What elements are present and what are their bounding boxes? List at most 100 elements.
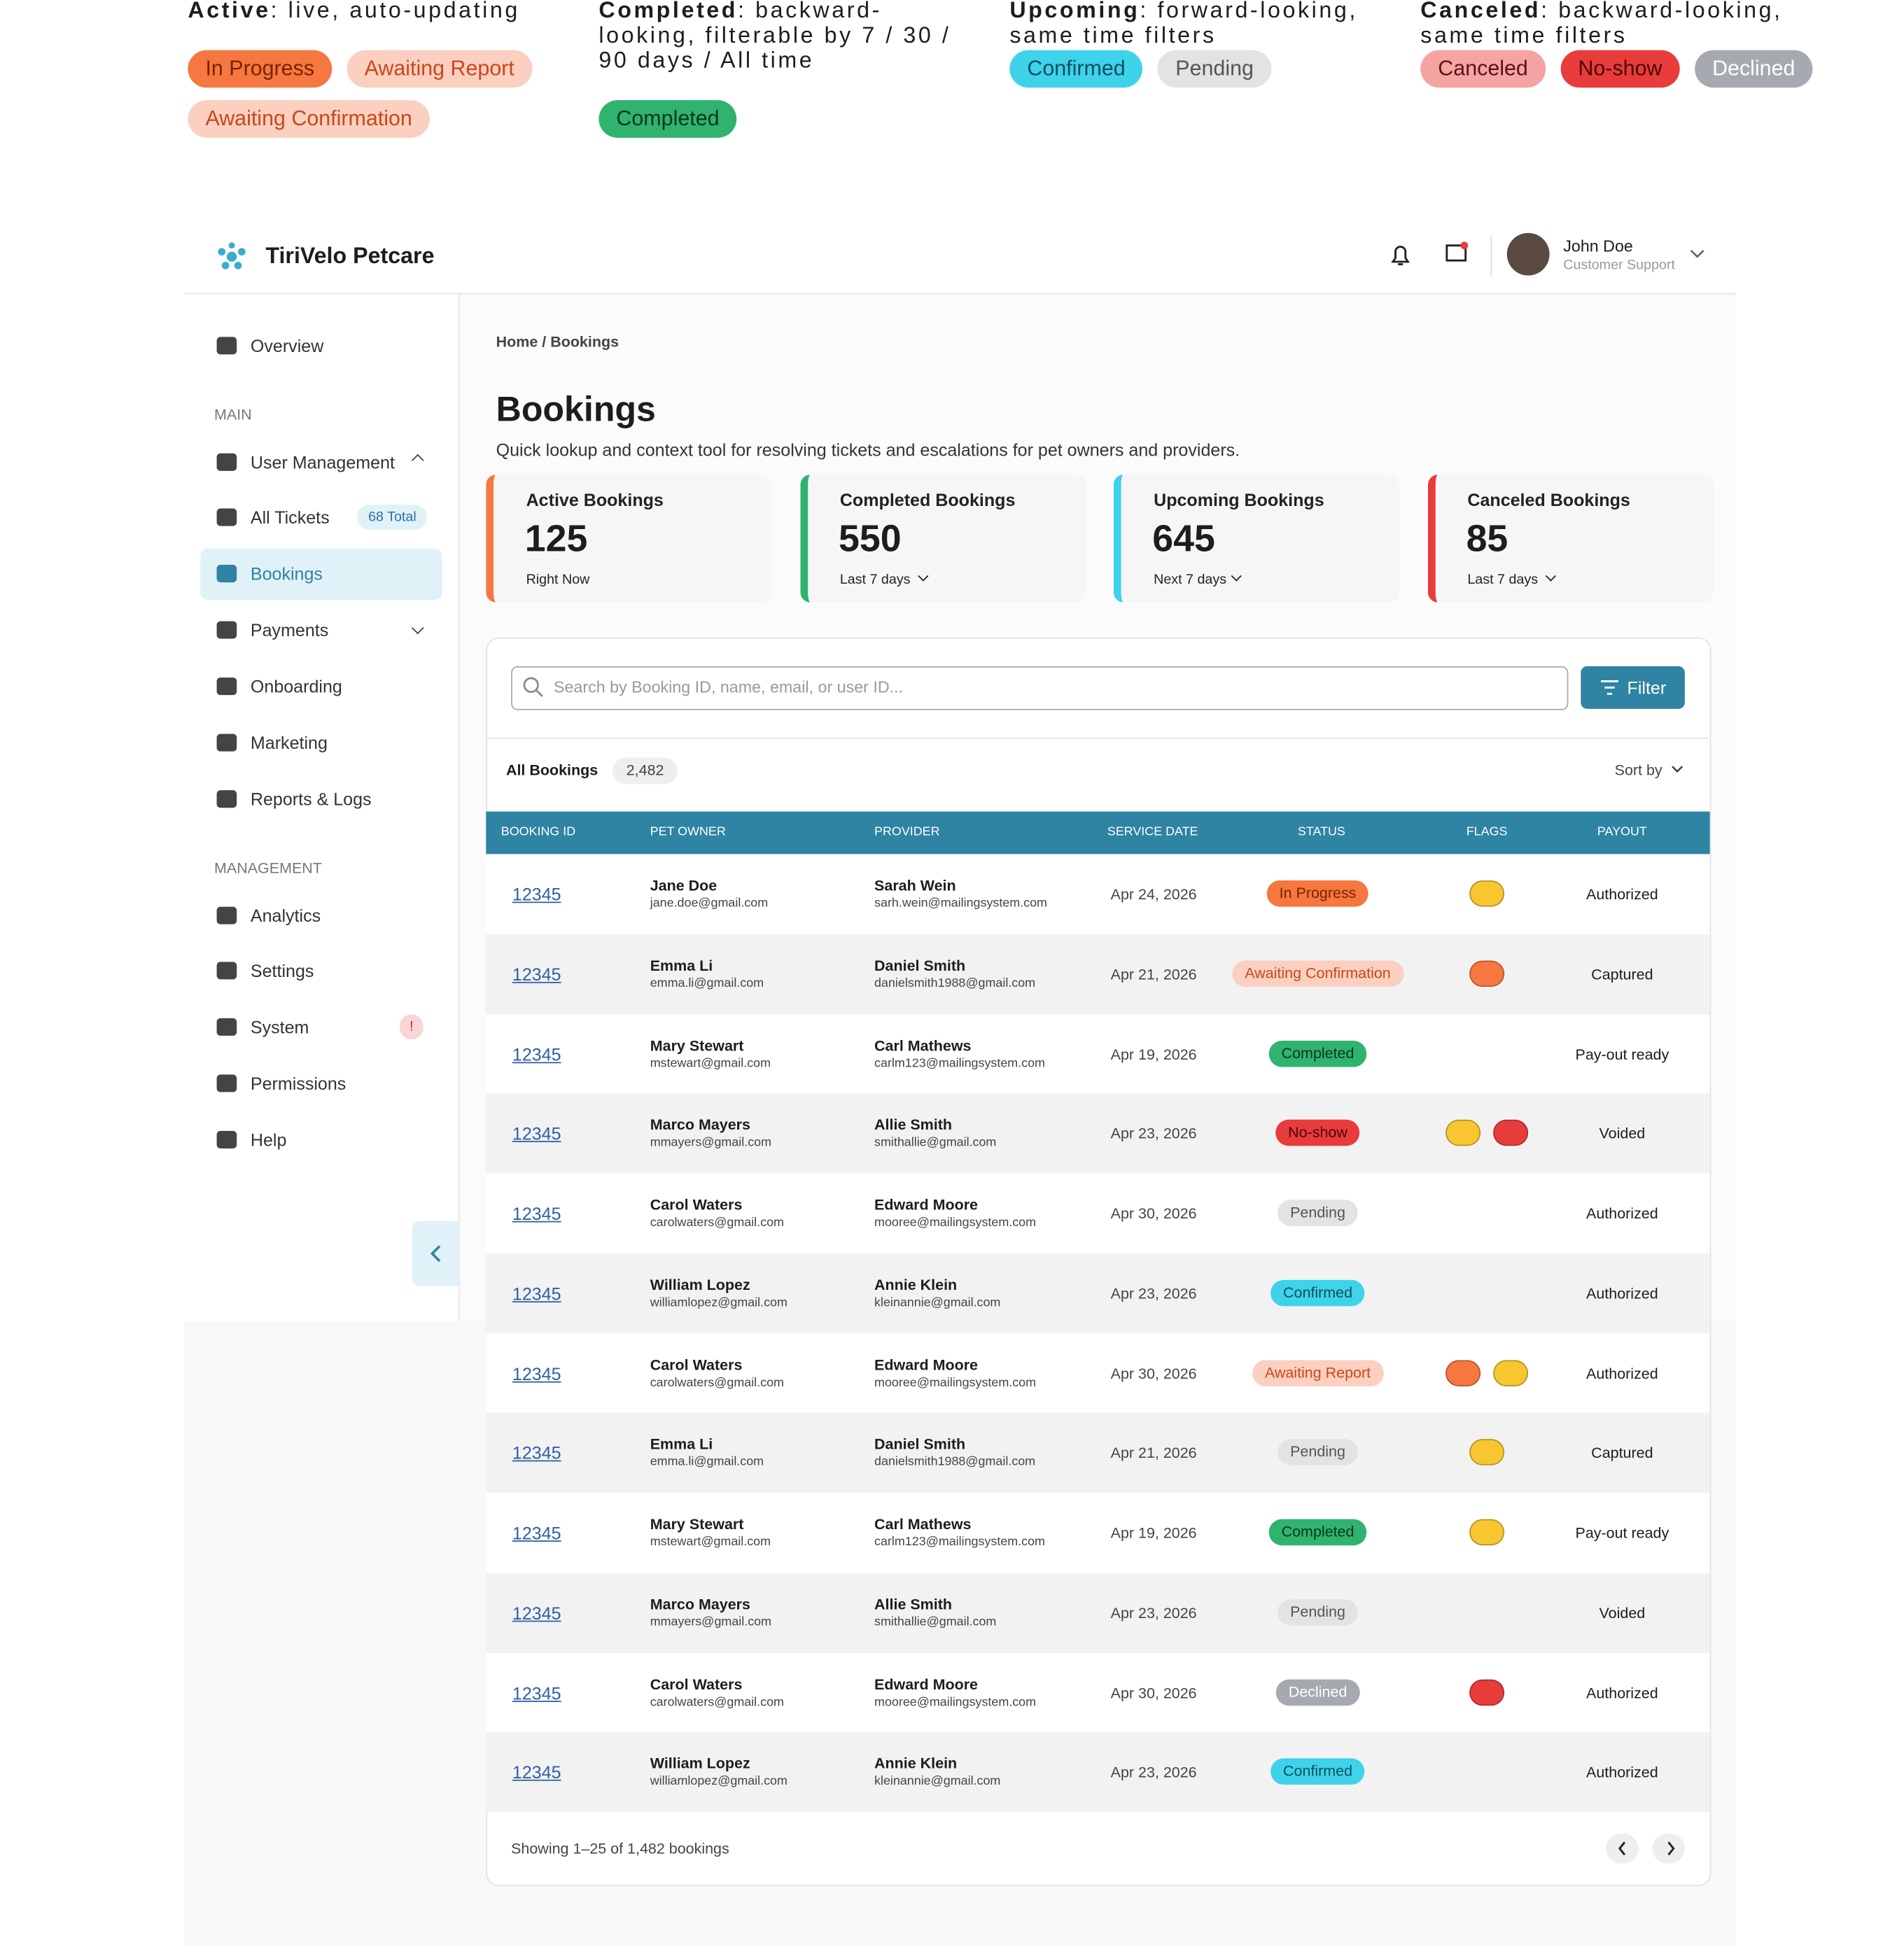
search-placeholder[interactable]: Search by Booking ID, name, email, or us… — [553, 677, 904, 696]
service-date: Apr 21, 2026 — [1110, 1444, 1197, 1462]
filter-label[interactable]: Filter — [1627, 677, 1667, 698]
stat-value: 645 — [1152, 518, 1215, 560]
provider-name: Annie Klein — [874, 1276, 958, 1294]
provider-email: kleinannie@gmail.com — [874, 1775, 1001, 1789]
sort-by[interactable]: Sort by — [1614, 761, 1662, 780]
filter-button[interactable] — [1581, 666, 1685, 709]
flag-icon — [1469, 1439, 1505, 1466]
service-date: Apr 23, 2026 — [1110, 1603, 1197, 1622]
column-header: SERVICE DATE — [1107, 825, 1198, 839]
user-role: Customer Support — [1563, 258, 1675, 274]
provider-email: smithallie@gmail.com — [874, 1615, 997, 1629]
nav-icon — [216, 508, 237, 526]
provider-email: mooree@mailingsystem.com — [874, 1695, 1037, 1709]
collapse-icon[interactable] — [428, 1244, 443, 1264]
booking-id[interactable]: 12345 — [512, 884, 561, 904]
column-header: STATUS — [1297, 825, 1345, 839]
next-page[interactable] — [1652, 1833, 1685, 1864]
nav-item: All Tickets — [250, 507, 330, 528]
payout: Captured — [1591, 965, 1653, 983]
booking-id[interactable]: 12345 — [512, 964, 561, 985]
stat-period: Next 7 days — [1154, 572, 1227, 588]
booking-id[interactable]: 12345 — [512, 1283, 561, 1304]
owner-email: carolwaters@gmail.com — [650, 1695, 784, 1709]
service-date: Apr 30, 2026 — [1110, 1683, 1197, 1701]
provider-email: smithallie@gmail.com — [874, 1136, 997, 1151]
booking-id[interactable]: 12345 — [512, 1203, 561, 1224]
provider-name: Daniel Smith — [874, 1435, 966, 1454]
nav-chevron[interactable] — [411, 621, 424, 635]
provider-name: Carl Mathews — [874, 1036, 972, 1054]
prev-page[interactable] — [1606, 1833, 1639, 1864]
header-icons[interactable] — [1388, 241, 1476, 269]
nav-icon — [216, 1018, 237, 1036]
booking-id[interactable]: 12345 — [512, 1682, 561, 1703]
legend-description: : forward-looking, same time filters — [1009, 0, 1358, 48]
divider — [487, 737, 1709, 739]
owner-email: williamlopez@gmail.com — [650, 1295, 788, 1310]
nav-item: Settings — [250, 960, 314, 981]
nav-item: Analytics — [250, 905, 321, 926]
owner-email: jane.doe@gmail.com — [650, 897, 769, 911]
booking-id[interactable]: 12345 — [512, 1442, 561, 1463]
booking-id[interactable]: 12345 — [512, 1522, 561, 1543]
nav-section: MAIN — [214, 405, 252, 423]
chevron[interactable] — [1671, 765, 1684, 775]
service-date: Apr 21, 2026 — [1110, 965, 1197, 983]
status-pill: Completed — [1268, 1519, 1367, 1546]
filter-icon[interactable] — [1600, 680, 1620, 695]
service-date: Apr 19, 2026 — [1110, 1045, 1197, 1063]
provider-name: Carl Mathews — [874, 1515, 972, 1533]
table-row — [486, 1253, 1710, 1334]
status-pill: Declined — [1275, 1678, 1360, 1706]
nav-item: Help — [250, 1130, 287, 1150]
status-pill: Pending — [1278, 1200, 1358, 1226]
brand: TiriVelo Petcare — [265, 243, 435, 268]
owner-name: William Lopez — [650, 1276, 750, 1294]
nav-item: Payments — [250, 619, 329, 640]
stat-period: Last 7 days — [1467, 572, 1539, 588]
booking-id[interactable]: 12345 — [512, 1762, 561, 1783]
legend-title: Upcoming: forward-looking, same time fil… — [1009, 0, 1373, 48]
avatar[interactable] — [1506, 232, 1550, 276]
search-box[interactable] — [511, 666, 1569, 710]
provider-name: Edward Moore — [874, 1675, 979, 1693]
provider-email: carlm123@mailingsystem.com — [874, 1535, 1045, 1549]
booking-id[interactable]: 12345 — [512, 1603, 561, 1623]
stat-value: 125 — [524, 518, 588, 560]
nav-chevron[interactable] — [411, 454, 424, 467]
flag-icon — [1469, 1678, 1505, 1706]
table-row — [486, 934, 1710, 1015]
provider-email: mooree@mailingsystem.com — [874, 1375, 1037, 1390]
booking-id[interactable]: 12345 — [512, 1363, 561, 1384]
booking-id[interactable]: 12345 — [512, 1043, 561, 1064]
breadcrumb: Home / Bookings — [496, 332, 620, 351]
collapse-button[interactable] — [412, 1221, 458, 1286]
nav-icon — [216, 733, 237, 752]
owner-email: williamlopez@gmail.com — [650, 1775, 788, 1789]
stat-value: 85 — [1466, 518, 1508, 560]
nav-icon — [216, 621, 237, 639]
header-divider — [184, 293, 1737, 295]
flag-icon — [1469, 960, 1505, 987]
pagination-arrows[interactable] — [1615, 1840, 1690, 1857]
logo — [218, 242, 246, 269]
booking-id[interactable]: 12345 — [512, 1123, 561, 1144]
sidebar-divider — [458, 294, 460, 1321]
user-name: John Doe — [1563, 237, 1633, 256]
nav-icon — [216, 677, 237, 696]
legend-description: : live, auto-updating — [270, 0, 520, 23]
table-row — [486, 1732, 1710, 1813]
stat-card — [1113, 475, 1399, 603]
chevron[interactable] — [1690, 248, 1704, 260]
provider-name: Edward Moore — [874, 1356, 979, 1374]
status-chip: Canceled — [1420, 50, 1546, 88]
stat-card — [1427, 475, 1714, 603]
provider-email: mooree@mailingsystem.com — [874, 1216, 1037, 1230]
stat-card — [486, 475, 772, 603]
status-chip: Pending — [1158, 50, 1271, 88]
service-date: Apr 23, 2026 — [1110, 1284, 1197, 1302]
nav-item: Bookings — [250, 563, 323, 584]
status-chip: Completed — [598, 100, 737, 138]
